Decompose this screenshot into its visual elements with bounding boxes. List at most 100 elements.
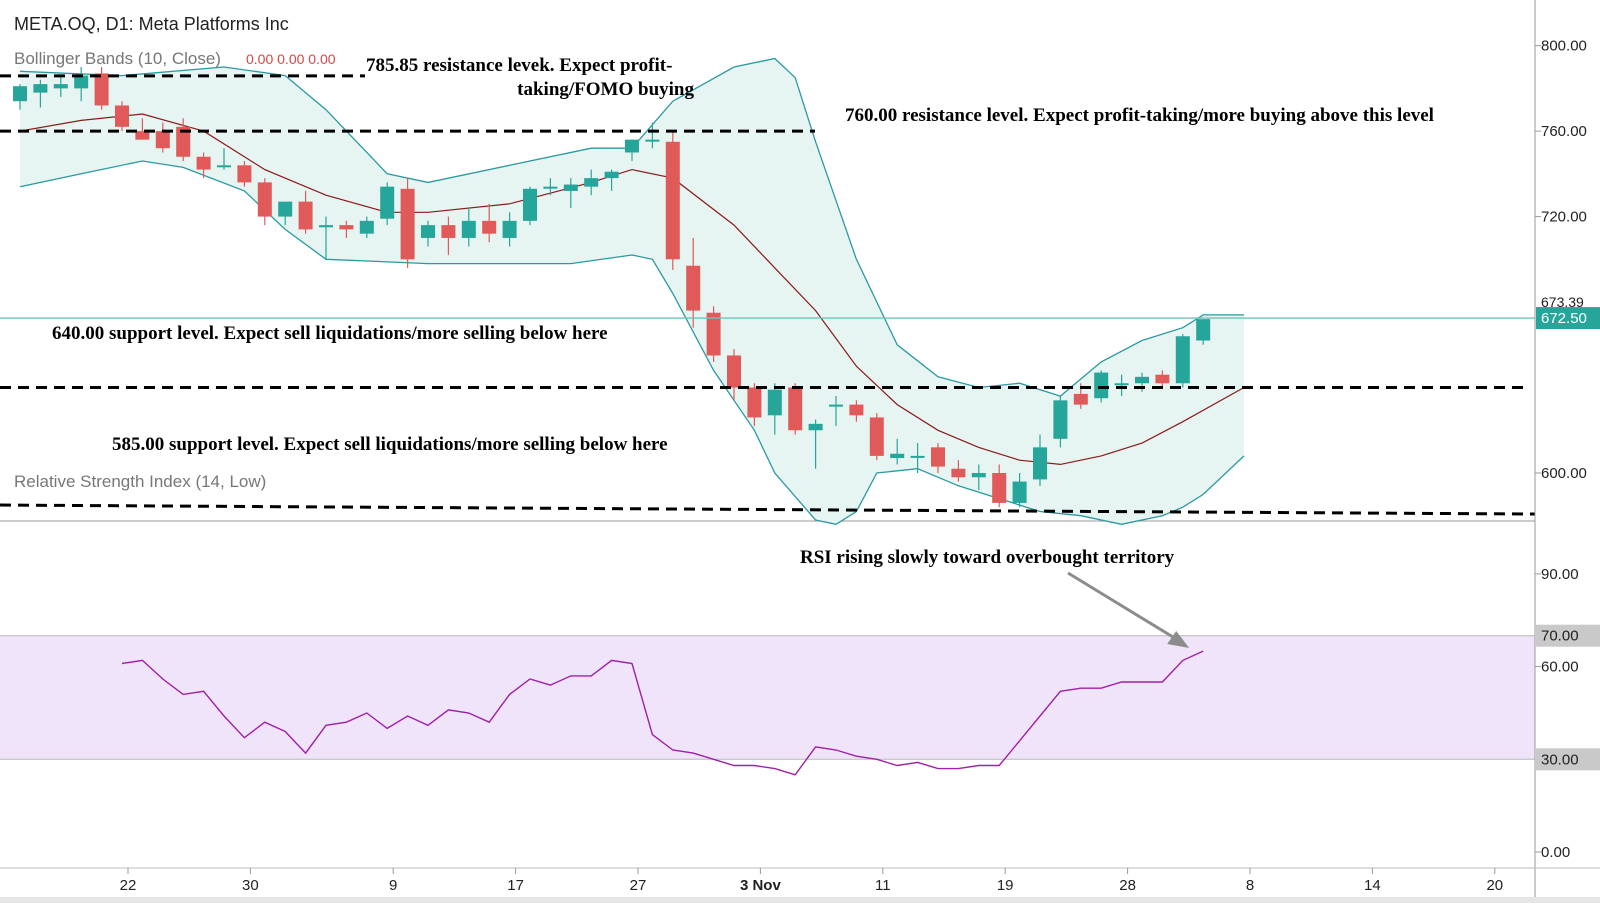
candle[interactable] xyxy=(665,131,680,270)
candle[interactable] xyxy=(543,178,558,196)
price-tick-label: 800.00 xyxy=(1541,38,1587,55)
candle[interactable] xyxy=(400,178,415,268)
candle[interactable] xyxy=(74,67,89,102)
rsi-indicator-label: Relative Strength Index (14, Low) xyxy=(14,472,266,491)
candle[interactable] xyxy=(625,139,639,162)
candle[interactable] xyxy=(1114,374,1129,397)
candle[interactable] xyxy=(604,169,619,191)
bb-indicator-label: Bollinger Bands (10, Close) xyxy=(14,49,221,68)
candle-body xyxy=(808,423,823,431)
time-tick-label: 9 xyxy=(389,877,397,894)
candle-body xyxy=(584,178,599,187)
time-tick-label: 14 xyxy=(1364,877,1381,894)
candle[interactable] xyxy=(951,460,966,482)
candle[interactable] xyxy=(1053,396,1068,448)
candle[interactable] xyxy=(217,148,231,170)
candle[interactable] xyxy=(13,84,27,110)
candle[interactable] xyxy=(461,208,476,247)
candle[interactable] xyxy=(502,212,517,247)
candle-body xyxy=(951,468,966,478)
rsi-line xyxy=(121,650,1204,776)
candle[interactable] xyxy=(135,118,150,140)
candle[interactable] xyxy=(421,220,435,247)
candle-body xyxy=(176,126,191,157)
candle[interactable] xyxy=(1196,319,1211,345)
candle[interactable] xyxy=(176,118,191,162)
candle-body xyxy=(421,225,435,238)
candle[interactable] xyxy=(237,161,252,187)
rsi-annotation-arrow xyxy=(1067,571,1182,644)
candle[interactable] xyxy=(971,464,986,491)
candle[interactable] xyxy=(298,190,313,234)
candle[interactable] xyxy=(869,413,884,461)
candle[interactable] xyxy=(94,67,109,110)
candle[interactable] xyxy=(788,383,803,435)
rsi-zone-label: 30.00 xyxy=(1541,751,1579,768)
candle[interactable] xyxy=(257,178,272,226)
candle[interactable] xyxy=(706,306,721,362)
current-price-badge xyxy=(1536,307,1600,330)
candle-body xyxy=(278,201,293,217)
rsi-tick-label: 0.00 xyxy=(1541,844,1570,861)
candle[interactable] xyxy=(931,443,945,473)
candle[interactable] xyxy=(645,122,660,149)
candle[interactable] xyxy=(808,419,823,469)
candle-body xyxy=(135,131,150,140)
candle[interactable] xyxy=(767,383,782,435)
candle-body xyxy=(339,225,354,230)
candle[interactable] xyxy=(849,400,864,422)
candle[interactable] xyxy=(53,75,68,97)
candle[interactable] xyxy=(196,152,211,179)
candle[interactable] xyxy=(155,122,170,153)
candle-body xyxy=(1073,393,1088,405)
candle-body xyxy=(563,184,578,191)
candle[interactable] xyxy=(992,464,1007,508)
candle-body xyxy=(400,188,415,260)
level-annotation-text: 785.85 resistance levek. Expect profit- xyxy=(366,55,672,76)
time-tick-label: 20 xyxy=(1486,877,1503,894)
candle[interactable] xyxy=(910,443,925,473)
candle[interactable] xyxy=(584,169,599,196)
candle-body xyxy=(155,131,170,149)
candle-body xyxy=(890,453,905,459)
candle-body xyxy=(829,404,843,407)
candle[interactable] xyxy=(829,396,843,426)
candle-body xyxy=(502,220,517,238)
candle-body xyxy=(1094,372,1109,399)
candle[interactable] xyxy=(319,216,333,260)
candle[interactable] xyxy=(1155,370,1170,388)
candle[interactable] xyxy=(1012,472,1027,508)
candle-body xyxy=(665,141,680,260)
candle[interactable] xyxy=(523,186,537,226)
level-annotation-text: 585.00 support level. Expect sell liquid… xyxy=(112,434,668,455)
candle-body xyxy=(298,201,313,230)
candle-body xyxy=(1033,447,1047,480)
candle[interactable] xyxy=(1033,434,1047,486)
candle[interactable] xyxy=(380,182,395,226)
candle[interactable] xyxy=(278,201,293,226)
time-tick-label: 30 xyxy=(242,877,259,894)
current-price-label: 672.50 xyxy=(1541,310,1587,327)
candle[interactable] xyxy=(890,438,905,465)
candle[interactable] xyxy=(686,237,701,328)
candle[interactable] xyxy=(1175,334,1190,388)
level-annotation-text: 640.00 support level. Expect sell liquid… xyxy=(52,323,608,344)
time-tick-label: 3 Nov xyxy=(740,877,782,894)
candle[interactable] xyxy=(33,79,48,108)
candle[interactable] xyxy=(747,383,762,426)
candle[interactable] xyxy=(339,220,354,238)
candle[interactable] xyxy=(482,203,497,243)
candle-body xyxy=(359,220,374,234)
candle-body xyxy=(1175,336,1190,384)
candle-body xyxy=(53,84,68,89)
candle[interactable] xyxy=(115,101,129,132)
bottom-scrollbar[interactable] xyxy=(0,897,1600,903)
time-tick-label: 27 xyxy=(630,877,647,894)
candle[interactable] xyxy=(563,178,578,209)
candle[interactable] xyxy=(359,216,374,238)
price-tick-label: 760.00 xyxy=(1541,123,1587,140)
candle-body xyxy=(931,447,945,467)
candle[interactable] xyxy=(441,216,456,256)
candle[interactable] xyxy=(727,349,741,401)
